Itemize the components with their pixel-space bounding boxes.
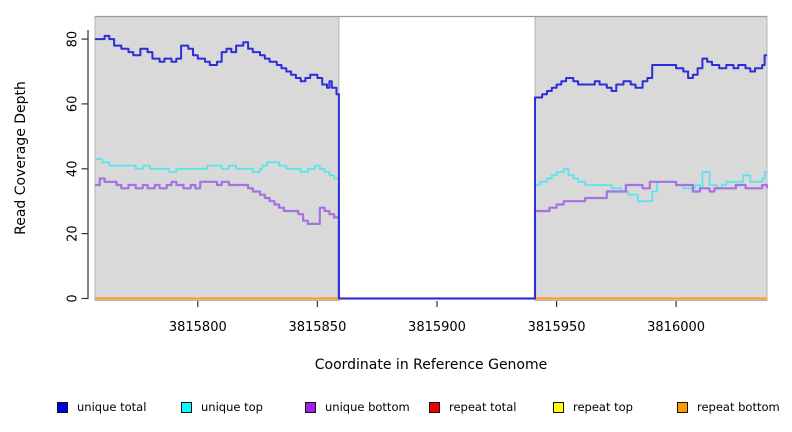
legend-label-repeat-top: repeat top (573, 400, 633, 414)
legend-label-unique-total: unique total (77, 400, 147, 414)
y-tick-label: 60 (66, 96, 81, 113)
legend-swatch-unique-total (57, 401, 68, 413)
series-line-unique-total (95, 34, 767, 300)
legend-swatch-repeat-total (429, 401, 440, 413)
y-axis-title: Read Coverage Depth (13, 81, 29, 235)
x-tick-label: 3815850 (288, 320, 346, 335)
coverage-region (534, 16, 768, 301)
x-tick-label: 3815950 (528, 320, 586, 335)
x-axis-title: Coordinate in Reference Genome (314, 357, 548, 373)
x-tick-label: 3815800 (169, 320, 227, 335)
y-tick-label: 20 (66, 225, 81, 242)
legend-label-unique-bottom: unique bottom (325, 400, 410, 414)
legend-item-unique-total: unique total (57, 400, 146, 414)
x-tick-label: 3816000 (647, 320, 705, 335)
legend-swatch-unique-bottom (305, 401, 316, 413)
coverage-region (94, 16, 340, 301)
legend-swatch-repeat-bottom (677, 401, 688, 413)
y-tick-label: 40 (66, 161, 81, 178)
legend-item-unique-top: unique top (181, 400, 263, 414)
legend-swatch-repeat-top (553, 401, 564, 413)
legend-item-unique-bottom: unique bottom (305, 400, 410, 414)
x-tick-label: 3815900 (408, 320, 466, 335)
legend-item-repeat-top: repeat top (553, 400, 633, 414)
legend-label-repeat-total: repeat total (449, 400, 517, 414)
legend-label-unique-top: unique top (201, 400, 263, 414)
legend-label-repeat-bottom: repeat bottom (697, 400, 780, 414)
y-tick-label: 0 (66, 294, 81, 302)
series-line-unique-bottom (95, 177, 769, 300)
legend-item-repeat-bottom: repeat bottom (677, 400, 780, 414)
legend-item-repeat-total: repeat total (429, 400, 516, 414)
legend-swatch-unique-top (181, 401, 192, 413)
y-tick-label: 80 (66, 31, 81, 48)
